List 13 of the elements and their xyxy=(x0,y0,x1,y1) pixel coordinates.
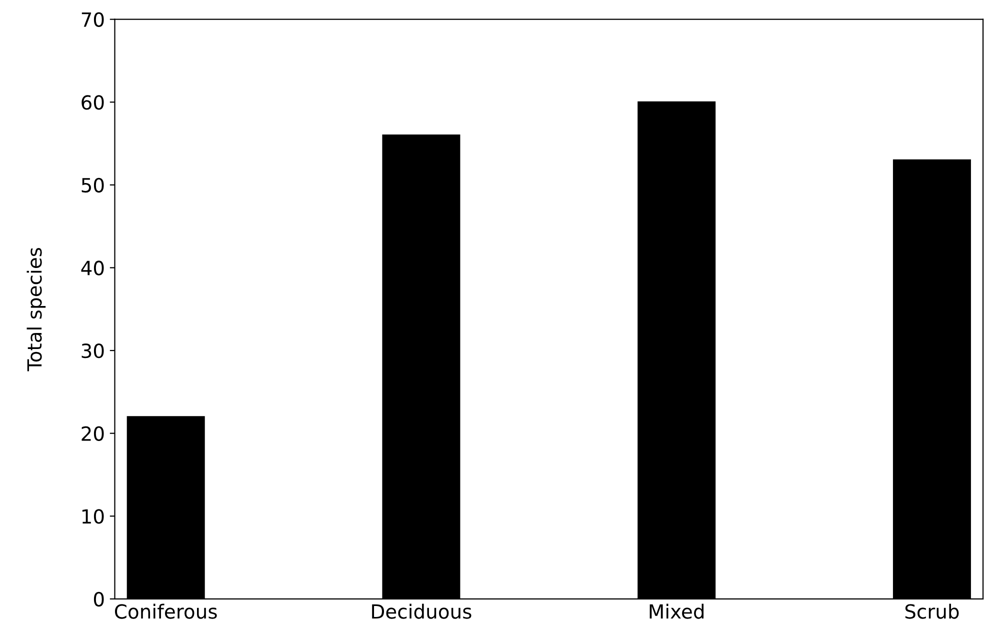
y-tick-label: 70 xyxy=(82,12,104,27)
y-tick-label: 0 xyxy=(94,592,104,607)
y-tick-label: 10 xyxy=(82,509,104,524)
x-tick-label: Mixed xyxy=(650,604,704,619)
y-tick-label: 30 xyxy=(82,343,104,358)
x-tick-label: Coniferous xyxy=(114,604,217,619)
y-tick-label: 40 xyxy=(81,260,104,276)
y-tick-label: 60 xyxy=(82,95,104,110)
x-tick-label: Deciduous xyxy=(372,604,472,619)
x-tick-label: Scrub xyxy=(905,604,959,619)
y-axis-title: Total species xyxy=(26,248,46,372)
y-tick-label: 50 xyxy=(82,178,104,193)
y-tick-label: 20 xyxy=(82,426,104,441)
